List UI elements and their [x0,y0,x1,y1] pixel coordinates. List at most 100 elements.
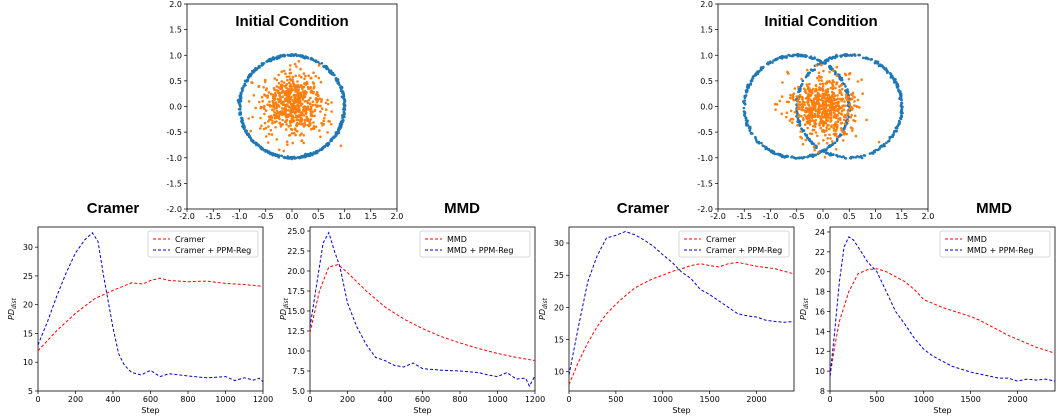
scatter-point [821,110,824,114]
line-1-panel: Cramer 0 200 400 600 800 1000 1200 5 10 15 20 25 30 St… [7,200,273,415]
scatter-point [342,103,346,106]
scatter-point [239,105,242,108]
scatter-point [250,81,253,84]
scatter-point [282,110,286,114]
y-tick-label: 20 [815,268,825,277]
scatter-point [849,105,853,109]
y-tick-label: 15 [554,336,564,345]
scatter-point [825,111,828,114]
scatter-point [826,151,829,155]
scatter-point [284,72,287,75]
scatter-point [302,72,306,75]
scatter-point [807,73,810,77]
scatter-point [241,88,244,92]
scatter-point [821,121,824,125]
scatter-point [815,89,818,92]
scatter-point [795,53,798,56]
scatter-point [840,109,844,113]
scatter-point [865,118,868,122]
scatter-point [840,54,844,57]
scatter-point [309,96,312,100]
scatter-point [242,124,246,127]
scatter-point [339,144,343,148]
scatter-point [327,70,331,73]
scatter-point [811,102,814,106]
scatter-point [863,154,867,157]
y-tick-label: -2.0 [166,205,182,214]
scatter-point [312,125,316,128]
scatter-point [887,139,891,142]
scatter-point [305,116,309,120]
y-tick-label: 20 [554,303,564,312]
scatter-point [899,90,902,93]
scatter-point [313,108,317,112]
scatter-point [836,120,839,124]
legend-label: Cramer [175,235,205,244]
scatter-point [295,121,299,125]
scatter-point [260,124,263,128]
scatter-point [274,126,277,129]
scatter-point [784,55,788,58]
legend-label: Cramer [706,235,736,244]
scatter-point [343,106,346,110]
scatter-point [813,56,816,59]
scatter-point [326,98,329,102]
scatter-point [286,78,289,82]
scatter-point [817,151,820,154]
scatter-point [246,76,250,79]
x-tick-label: 2000 [1007,395,1027,404]
scatter-point [900,103,903,107]
scatter-point [900,113,903,117]
scatter-point [319,135,322,139]
scatter-point [250,72,253,75]
scatter-point [797,85,800,89]
scatter-point [288,84,292,88]
scatter-point [807,137,811,141]
y-tick-label: 24 [815,228,825,237]
scatter-point [803,114,806,117]
scatter-point [289,106,292,109]
scatter-point [330,110,333,113]
scatter-point [892,77,895,80]
scatter-point [826,124,829,127]
series-line-baseline [568,261,795,385]
scatter-point [855,105,858,108]
scatter-point [292,119,296,123]
scatter-point [320,100,323,103]
scatter-point [833,141,837,145]
scatter-point [264,150,268,153]
y-tick-label: 0.5 [700,77,713,86]
scatter-point [849,116,853,119]
scatter-point [293,62,297,66]
scatter-point [249,137,253,140]
scatter-point [258,100,261,104]
scatter-point [307,107,310,111]
scatter-point [816,134,819,138]
scatter-point [840,128,843,132]
scatter-point [294,105,297,109]
scatter-point [835,138,839,141]
scatter-point [791,97,795,101]
scatter-point [239,92,243,96]
scatter-point [280,91,283,95]
scatter-points [742,52,904,160]
scatter-point [263,78,267,82]
scatter-point [838,89,842,93]
scatter-point [774,108,777,112]
scatter-point [268,100,271,104]
scatter-point [285,123,288,126]
scatter-point [275,85,279,88]
scatter-point [326,131,329,134]
scatter-point [810,91,814,94]
x-axis-label: Step [933,406,951,415]
scatter-point [294,53,298,56]
scatter-point [837,111,841,115]
scatter-point [320,62,324,65]
scatter-point [840,121,844,125]
scatter-point [280,111,284,115]
scatter-point [264,109,268,112]
scatter-point [283,108,286,111]
scatter-point [270,133,274,136]
scatter-point [832,108,835,112]
scatter-point [339,89,343,93]
